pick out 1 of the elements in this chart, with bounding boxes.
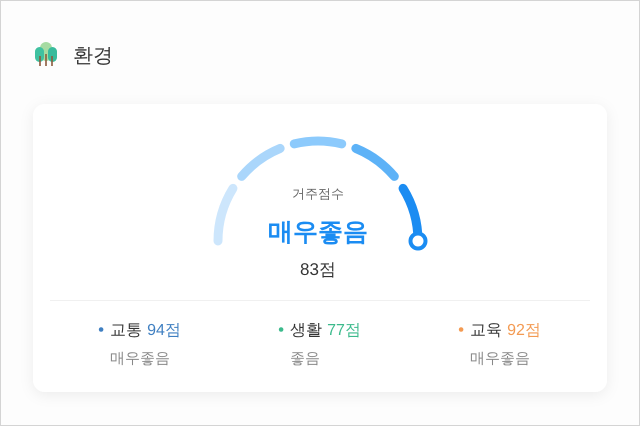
title: 환경 xyxy=(73,45,113,67)
